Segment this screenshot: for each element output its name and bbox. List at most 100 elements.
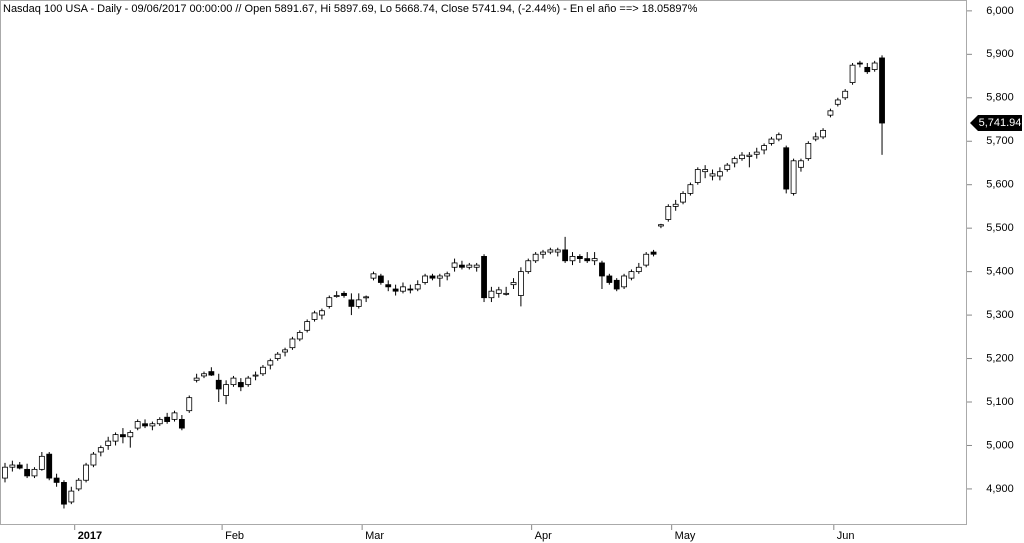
candle-body bbox=[377, 275, 384, 283]
candle-body bbox=[2, 466, 8, 479]
chart-title: Nasdaq 100 USA - Daily - 09/06/2017 00:0… bbox=[3, 3, 698, 15]
candle-body bbox=[783, 147, 790, 190]
candle-body bbox=[613, 279, 620, 290]
candle-body bbox=[333, 295, 340, 297]
x-tick-label: Mar bbox=[365, 530, 384, 542]
candle-body bbox=[569, 256, 576, 262]
candle-body bbox=[90, 453, 97, 466]
candle-body bbox=[739, 154, 745, 160]
candle-body bbox=[208, 371, 215, 376]
candle-body bbox=[156, 418, 163, 425]
candle-body bbox=[849, 64, 856, 83]
candle-body bbox=[466, 264, 473, 268]
y-tick-label: 4,900 bbox=[986, 483, 1014, 495]
candle-body bbox=[694, 169, 701, 183]
candle-body bbox=[422, 275, 428, 283]
candle-body bbox=[53, 477, 60, 483]
candle-body bbox=[289, 338, 296, 349]
candle-body bbox=[709, 173, 716, 177]
candle-body bbox=[38, 455, 45, 470]
y-tick-label: 5,300 bbox=[986, 309, 1014, 321]
candle-body bbox=[16, 464, 23, 469]
candle-body bbox=[481, 256, 487, 299]
candle-body bbox=[584, 258, 591, 262]
candle-body bbox=[716, 171, 723, 177]
candle-body bbox=[24, 468, 31, 477]
candle-body bbox=[650, 251, 657, 255]
candle-body bbox=[488, 290, 495, 299]
candle-body bbox=[879, 57, 885, 124]
candle-body bbox=[554, 249, 561, 253]
candle-body bbox=[687, 184, 694, 194]
candle-body bbox=[178, 418, 185, 429]
candle-body bbox=[857, 62, 863, 65]
candle-body bbox=[532, 253, 539, 262]
y-tick-label: 5,600 bbox=[986, 179, 1014, 191]
candle-body bbox=[495, 289, 502, 294]
candle-body bbox=[326, 297, 333, 307]
x-tick-label: 2017 bbox=[78, 530, 102, 542]
candle-body bbox=[68, 490, 75, 503]
candle-body bbox=[193, 377, 200, 381]
y-tick-label: 5,800 bbox=[986, 92, 1014, 104]
candle-body bbox=[665, 206, 672, 220]
candle-body bbox=[628, 271, 635, 279]
candle-body bbox=[112, 434, 119, 442]
y-tick-label: 5,000 bbox=[986, 439, 1014, 451]
candle-body bbox=[355, 299, 362, 307]
candle-body bbox=[245, 377, 252, 386]
candle-body bbox=[370, 273, 377, 279]
candle-body bbox=[518, 271, 524, 296]
candle-body bbox=[348, 299, 355, 307]
candle-body bbox=[812, 136, 819, 140]
candle-body bbox=[547, 249, 554, 253]
candle-body bbox=[871, 62, 878, 70]
candle-body bbox=[407, 288, 414, 291]
candle-body bbox=[120, 434, 126, 438]
candle-body bbox=[61, 482, 67, 505]
candle-body bbox=[576, 256, 583, 259]
candle-body bbox=[237, 382, 244, 388]
candle-body bbox=[680, 192, 686, 203]
candle-body bbox=[473, 264, 480, 268]
candle-body bbox=[540, 251, 546, 255]
candle-body bbox=[864, 66, 871, 73]
candle-body bbox=[171, 412, 178, 420]
y-tick-label: 6,000 bbox=[986, 5, 1014, 17]
candle-body bbox=[503, 292, 510, 295]
candle-body bbox=[149, 423, 156, 427]
candle-body bbox=[525, 260, 532, 273]
candle-body bbox=[142, 423, 148, 427]
candle-body bbox=[400, 286, 406, 292]
candle-body bbox=[459, 264, 465, 268]
candle-body bbox=[805, 143, 812, 160]
candle-body bbox=[451, 262, 458, 268]
candle-body bbox=[731, 158, 738, 164]
candle-body bbox=[215, 379, 222, 390]
candle-body bbox=[282, 349, 288, 353]
candle-body bbox=[834, 99, 841, 105]
candle-body bbox=[230, 377, 237, 386]
candle-body bbox=[702, 169, 709, 173]
candle-body bbox=[775, 134, 782, 140]
candle-body bbox=[164, 416, 171, 422]
last-price-label: 5,741.94 bbox=[979, 117, 1022, 129]
y-tick-label: 5,100 bbox=[986, 396, 1014, 408]
candle-body bbox=[643, 253, 650, 266]
x-tick-label: Feb bbox=[225, 530, 244, 542]
candle-body bbox=[304, 321, 311, 331]
candle-body bbox=[658, 224, 664, 227]
candle-body bbox=[621, 275, 627, 288]
y-tick-label: 5,900 bbox=[986, 48, 1014, 60]
candle-body bbox=[599, 262, 605, 277]
candle-body bbox=[768, 138, 775, 144]
candle-body bbox=[606, 275, 613, 283]
candle-body bbox=[444, 273, 451, 277]
candle-body bbox=[761, 145, 768, 151]
candle-body bbox=[753, 151, 760, 155]
y-tick-label: 5,500 bbox=[986, 222, 1014, 234]
candle-body bbox=[392, 288, 399, 292]
x-tick-label: May bbox=[675, 530, 696, 542]
candle-body bbox=[105, 440, 112, 446]
candle-body bbox=[274, 353, 281, 359]
